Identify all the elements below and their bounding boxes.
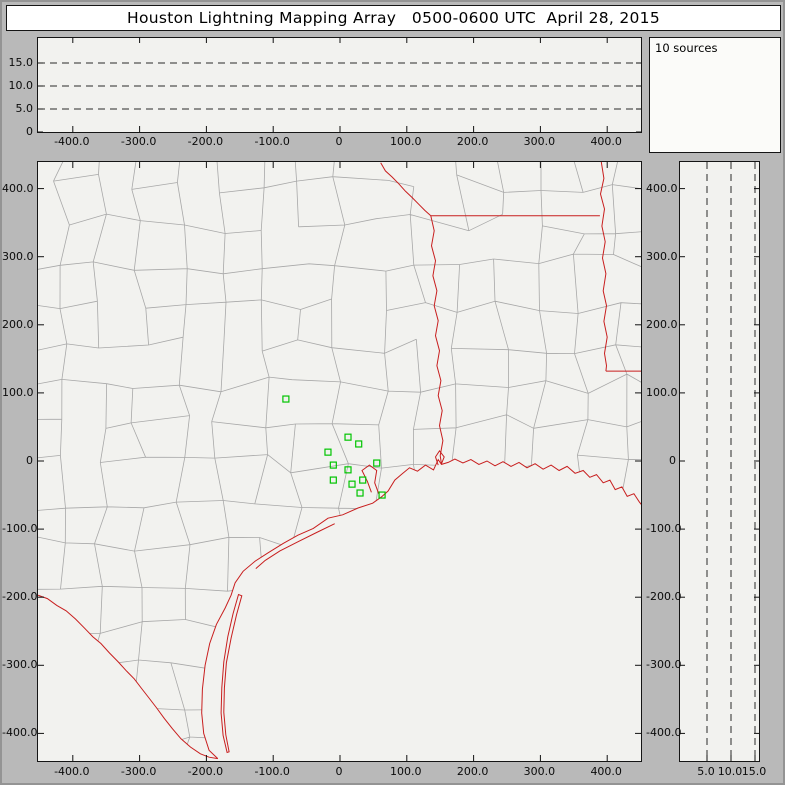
tick-label: -400.0 (54, 765, 90, 778)
tick-label: 400.0 (2, 181, 34, 195)
lma-station-marker (356, 489, 364, 497)
tick-label: 100.0 (2, 385, 34, 399)
tick-label: -300.0 (120, 765, 157, 778)
tick-label: -200.0 (2, 590, 38, 604)
lma-station-marker (344, 466, 352, 474)
altitude-ns-plot (680, 162, 759, 761)
lma-station-marker (378, 491, 386, 499)
sources-count-label: 10 sources (655, 41, 718, 55)
tick-label: -100.0 (254, 135, 290, 148)
tick-label: 0 (26, 454, 33, 467)
tick-label: 15.0 (8, 56, 34, 69)
tick-label: 0 (26, 125, 33, 138)
title-bar: Houston Lightning Mapping Array 0500-060… (6, 5, 781, 31)
altitude-ns-plot-panel[interactable] (679, 161, 760, 762)
tick-label: 200.0 (2, 317, 34, 331)
tick-label: 0 (669, 454, 676, 467)
tick-label: 10.0 (8, 79, 34, 92)
tick-label: -400.0 (646, 726, 682, 740)
tick-label: -100.0 (254, 765, 290, 778)
tick-label: 300.0 (646, 249, 678, 263)
tick-label: 400.0 (646, 181, 678, 195)
tick-label: -100.0 (2, 522, 38, 536)
sources-count-panel: 10 sources (649, 37, 781, 153)
lma-station-marker (282, 395, 290, 403)
altitude-ew-plot (38, 38, 641, 132)
tick-label: 10.0 (717, 765, 743, 778)
tick-label: -200.0 (187, 765, 224, 778)
altitude-ew-plot-panel[interactable] (37, 37, 642, 133)
tick-label: -100.0 (646, 522, 682, 536)
tick-label: -400.0 (2, 726, 38, 740)
lma-station-marker (329, 476, 337, 484)
lma-station-marker (348, 480, 356, 488)
tick-label: 300.0 (523, 135, 556, 148)
tick-label: 0 (335, 765, 343, 778)
tick-label: 100.0 (646, 385, 678, 399)
tick-label: 0 (335, 135, 343, 148)
tick-label: -300.0 (646, 658, 682, 672)
tick-label: -300.0 (2, 658, 38, 672)
lma-station-marker (359, 476, 367, 484)
tick-label: 5.0 (697, 765, 715, 778)
tick-label: -200.0 (187, 135, 224, 148)
tick-label: 100.0 (390, 765, 422, 778)
tick-label: 100.0 (390, 135, 422, 148)
tick-label: 400.0 (590, 135, 622, 148)
tick-label: 200.0 (456, 765, 489, 778)
lma-station-marker (373, 459, 381, 467)
tick-label: 200.0 (456, 135, 489, 148)
tick-label: 15.0 (741, 765, 767, 778)
tick-label: -200.0 (646, 590, 682, 604)
tick-label: 400.0 (590, 765, 622, 778)
tick-label: 200.0 (646, 317, 678, 331)
plan-view-map-panel[interactable] (37, 161, 642, 762)
lma-station-marker (355, 440, 363, 448)
tick-label: 5.0 (15, 102, 34, 115)
lma-station-marker (324, 448, 332, 456)
tick-label: -300.0 (120, 135, 157, 148)
lma-station-marker (344, 433, 352, 441)
lma-station-marker (329, 461, 337, 469)
page-title: Houston Lightning Mapping Array 0500-060… (127, 9, 660, 27)
tick-label: -400.0 (54, 135, 90, 148)
plan-view-map (38, 162, 641, 761)
tick-label: 300.0 (2, 249, 34, 263)
tick-label: 300.0 (523, 765, 556, 778)
